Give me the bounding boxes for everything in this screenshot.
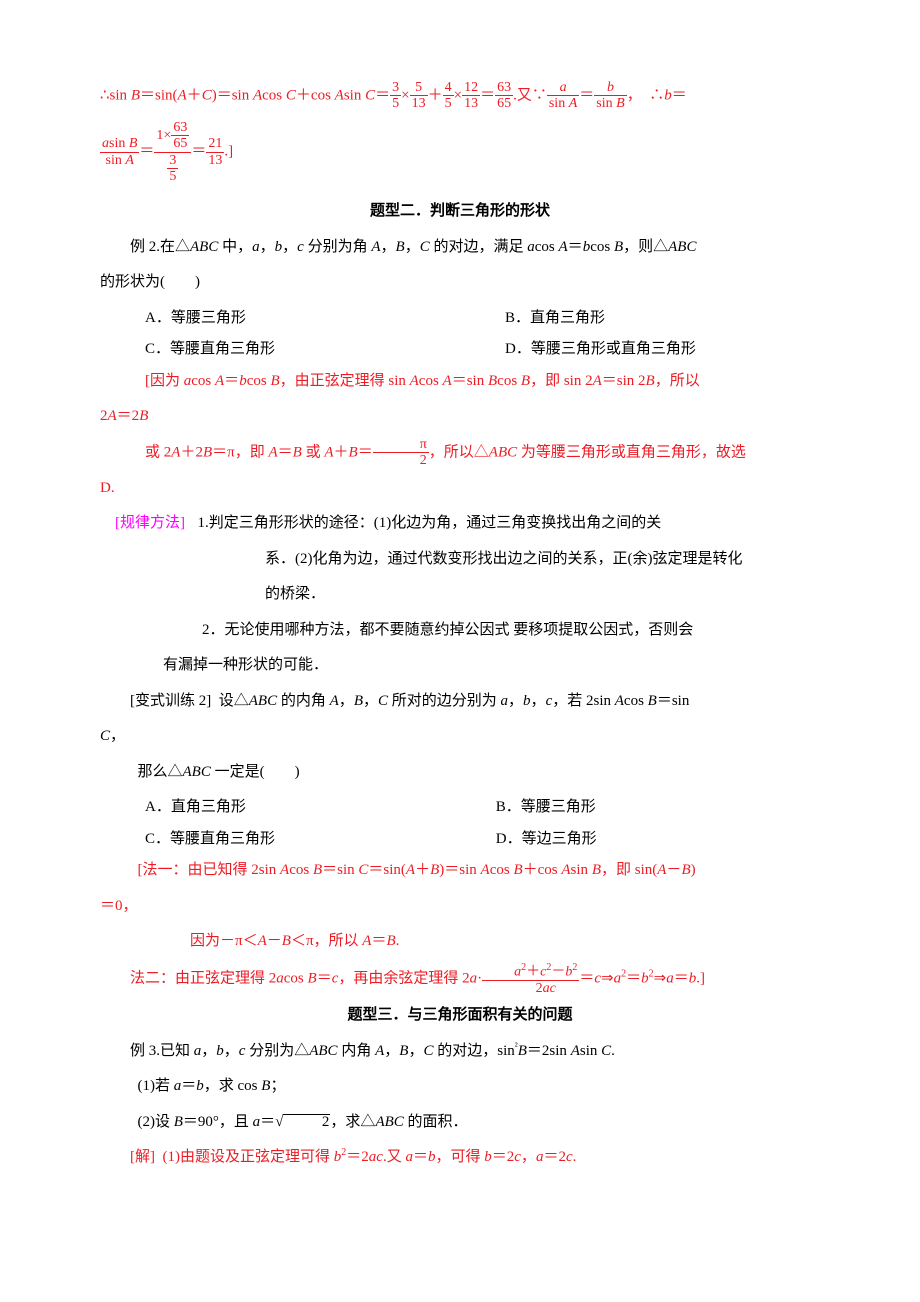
option-c: C．等腰直角三角形	[100, 334, 460, 366]
example-2-solution-1: [因为 acos A＝bcos B，由正弦定理得 sin Acos A＝sin …	[100, 366, 820, 398]
variant-2-stem-2: 那么△ABC 一定是( )	[100, 757, 820, 789]
variant-2-stem-c: C，	[100, 721, 820, 753]
example-3-solution: [解] (1)由题设及正弦定理可得 b2＝2ac.又 a＝b，可得 b＝2c，a…	[100, 1142, 820, 1174]
variant-sol-2: ＝0，	[100, 891, 820, 923]
variant-sol-1: [法一：由已知得 2sin Acos B＝sin C＝sin(A＋B)＝sin …	[100, 855, 820, 887]
variant-sol-4: 法二：由正弦定理得 2acos B＝c，再由余弦定理得 2a·a2＋c2－b22…	[100, 962, 820, 996]
variant-option-a: A．直角三角形	[100, 792, 451, 824]
example-3-stem: 例 3.已知 a，b，c 分别为△ABC 内角 A，B，C 的对边，sin²B＝…	[100, 1036, 820, 1068]
rule-label: [规律方法]	[100, 508, 198, 540]
example-3-q1: (1)若 a＝b，求 cos B；	[100, 1071, 820, 1103]
rule-1-line3: 的桥梁．	[100, 579, 820, 611]
derivation-line-1: ∴sin B＝sin(A＋C)＝sin Acos C＋cos Asin C＝35…	[100, 80, 820, 112]
variant-sol-3: 因为－π＜A－B＜π，所以 A＝B.	[100, 926, 820, 958]
variant-2-options-row2: C．等腰直角三角形 D．等边三角形	[100, 824, 820, 856]
option-a: A．等腰三角形	[100, 303, 460, 335]
rule-block: [规律方法]1.判定三角形形状的途径：(1)化边为角，通过三角变换找出角之间的关	[100, 508, 820, 540]
example-2-solution-2: 2A＝2B	[100, 401, 820, 433]
example-2-tail: 的形状为( )	[100, 267, 820, 299]
variant-option-c: C．等腰直角三角形	[100, 824, 451, 856]
example-2-solution-3: 或 2A＋2B＝π，即 A＝B 或 A＋B＝π2，所以△ABC 为等腰三角形或直…	[100, 437, 820, 469]
example-2-options-row1: A．等腰三角形 B．直角三角形	[100, 303, 820, 335]
section-3-title: 题型三．与三角形面积有关的问题	[100, 1000, 820, 1032]
example-2-options-row2: C．等腰直角三角形 D．等腰三角形或直角三角形	[100, 334, 820, 366]
rule-1-line1: 1.判定三角形形状的途径：(1)化边为角，通过三角变换找出角之间的关	[198, 515, 662, 531]
derivation-line-2: asin Bsin A＝1×636535＝2113.]	[100, 120, 820, 185]
option-d: D．等腰三角形或直角三角形	[460, 334, 820, 366]
variant-2-options-row1: A．直角三角形 B．等腰三角形	[100, 792, 820, 824]
rule-1-line2: 系．(2)化角为边，通过代数变形找出边之间的关系，正(余)弦定理是转化	[100, 544, 820, 576]
section-2-title: 题型二．判断三角形的形状	[100, 196, 820, 228]
variant-2-stem: [变式训练 2] 设△ABC 的内角 A，B，C 所对的边分别为 a，b，c，若…	[100, 686, 820, 718]
variant-option-d: D．等边三角形	[451, 824, 820, 856]
rule-2-line2: 有漏掉一种形状的可能．	[100, 650, 820, 682]
example-2-answer: D.	[100, 473, 820, 505]
variant-option-b: B．等腰三角形	[451, 792, 820, 824]
rule-2-line1: 2．无论使用哪种方法，都不要随意约掉公因式 要移项提取公因式，否则会	[100, 615, 820, 647]
option-b: B．直角三角形	[460, 303, 820, 335]
example-2-stem: 例 2.在△ABC 中，a，b，c 分别为角 A，B，C 的对边，满足 acos…	[100, 232, 820, 264]
example-3-q2: (2)设 B＝90°，且 a＝√2，求△ABC 的面积．	[100, 1107, 820, 1139]
